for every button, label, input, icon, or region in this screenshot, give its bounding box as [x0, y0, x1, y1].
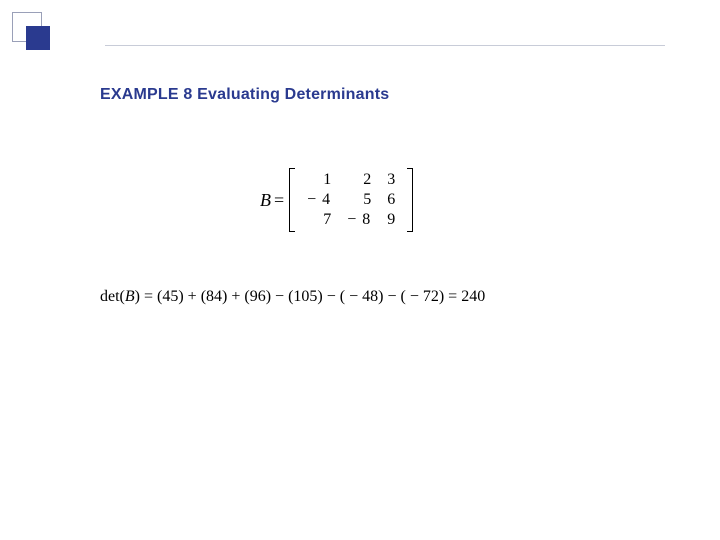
- matrix-table: 1 2 3 − 4 5 6 7 − 8 9: [299, 170, 403, 230]
- det-term: (96): [244, 288, 271, 305]
- matrix-cell: 6: [379, 190, 403, 210]
- det-eq2: =: [444, 288, 461, 305]
- matrix-row: − 4 5 6: [299, 190, 403, 210]
- det-term: (105): [288, 288, 323, 305]
- matrix-cell: 2: [339, 170, 379, 190]
- det-op: −: [323, 288, 340, 305]
- right-bracket: [407, 168, 413, 232]
- matrix-cell: − 8: [339, 210, 379, 230]
- corner-decoration: [12, 12, 56, 56]
- matrix-cell: 7: [299, 210, 339, 230]
- matrix-brackets: 1 2 3 − 4 5 6 7 − 8 9: [289, 168, 413, 232]
- header-divider: [105, 45, 665, 46]
- corner-box-filled: [26, 26, 50, 50]
- matrix-variable: B: [260, 190, 271, 211]
- left-bracket: [289, 168, 295, 232]
- det-op: +: [227, 288, 244, 305]
- det-op: +: [184, 288, 201, 305]
- matrix-cell: 5: [339, 190, 379, 210]
- det-term: (45): [157, 288, 184, 305]
- det-result: 240: [461, 288, 485, 305]
- matrix-row: 7 − 8 9: [299, 210, 403, 230]
- det-op: −: [271, 288, 288, 305]
- det-term: (84): [201, 288, 228, 305]
- matrix-definition: B = 1 2 3 − 4 5 6 7 − 8 9: [260, 168, 413, 232]
- matrix-cell: 9: [379, 210, 403, 230]
- det-term: ( − 48): [340, 288, 384, 305]
- determinant-equation: det(B) = (45) + (84) + (96) − (105) − ( …: [100, 288, 485, 306]
- slide: EXAMPLE 8 Evaluating Determinants B = 1 …: [0, 0, 720, 540]
- slide-title: EXAMPLE 8 Evaluating Determinants: [100, 86, 389, 104]
- det-eq: =: [140, 288, 157, 305]
- matrix-cell: 1: [299, 170, 339, 190]
- det-term: ( − 72): [400, 288, 444, 305]
- det-op: −: [383, 288, 400, 305]
- matrix-cell: 3: [379, 170, 403, 190]
- matrix-cell: − 4: [299, 190, 339, 210]
- equals-sign: =: [271, 190, 287, 211]
- det-prefix: det(: [100, 288, 125, 305]
- det-variable: B: [125, 288, 135, 305]
- matrix-row: 1 2 3: [299, 170, 403, 190]
